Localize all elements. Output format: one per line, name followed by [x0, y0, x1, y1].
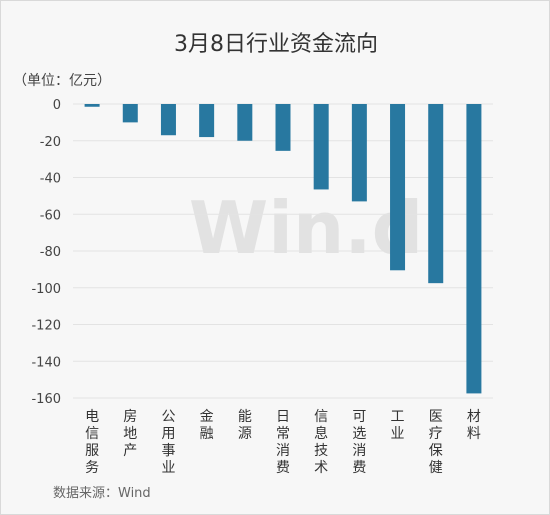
- bar-series: [84, 104, 482, 394]
- y-tick-label: -140: [31, 355, 61, 370]
- bar: [237, 104, 253, 141]
- bar: [390, 104, 406, 271]
- y-axis-ticks: 0 -20 -40 -60 -80 -100 -120 -140 -160: [31, 98, 61, 407]
- y-tick-label: 0: [53, 98, 61, 113]
- category-label: 信息技术: [314, 409, 328, 476]
- chart-title: 3月8日行业资金流向: [174, 32, 378, 57]
- bar: [122, 104, 138, 123]
- y-tick-label: -40: [40, 172, 61, 187]
- y-tick-label: -20: [40, 135, 61, 150]
- bar: [84, 104, 100, 107]
- category-label: 房地产: [123, 409, 137, 459]
- grid-lines: [73, 103, 493, 399]
- y-tick-label: -100: [31, 282, 61, 297]
- bar: [466, 104, 482, 394]
- bar: [275, 104, 291, 151]
- category-label: 日常消费: [276, 409, 290, 476]
- y-tick-label: -120: [31, 319, 61, 334]
- category-label: 医疗保健: [429, 409, 443, 476]
- y-tick-label: -160: [31, 392, 61, 407]
- category-label: 电信服务: [85, 409, 99, 476]
- category-label: 公用事业: [161, 409, 175, 476]
- bar: [313, 104, 329, 190]
- bar: [160, 104, 176, 136]
- unit-label: （单位：亿元）: [13, 73, 111, 89]
- bar: [351, 104, 367, 202]
- category-label: 金融: [200, 409, 214, 442]
- category-label: 可选消费: [352, 409, 366, 476]
- category-label: 能源: [238, 409, 252, 442]
- wind-watermark: Win.d: [189, 186, 423, 270]
- y-tick-label: -60: [40, 208, 61, 223]
- category-label: 工业: [391, 409, 405, 442]
- source-note: 数据来源：Wind: [53, 486, 151, 501]
- bar: [199, 104, 215, 138]
- category-label: 材料: [467, 409, 481, 442]
- y-tick-label: -80: [40, 245, 61, 260]
- bar: [428, 104, 444, 284]
